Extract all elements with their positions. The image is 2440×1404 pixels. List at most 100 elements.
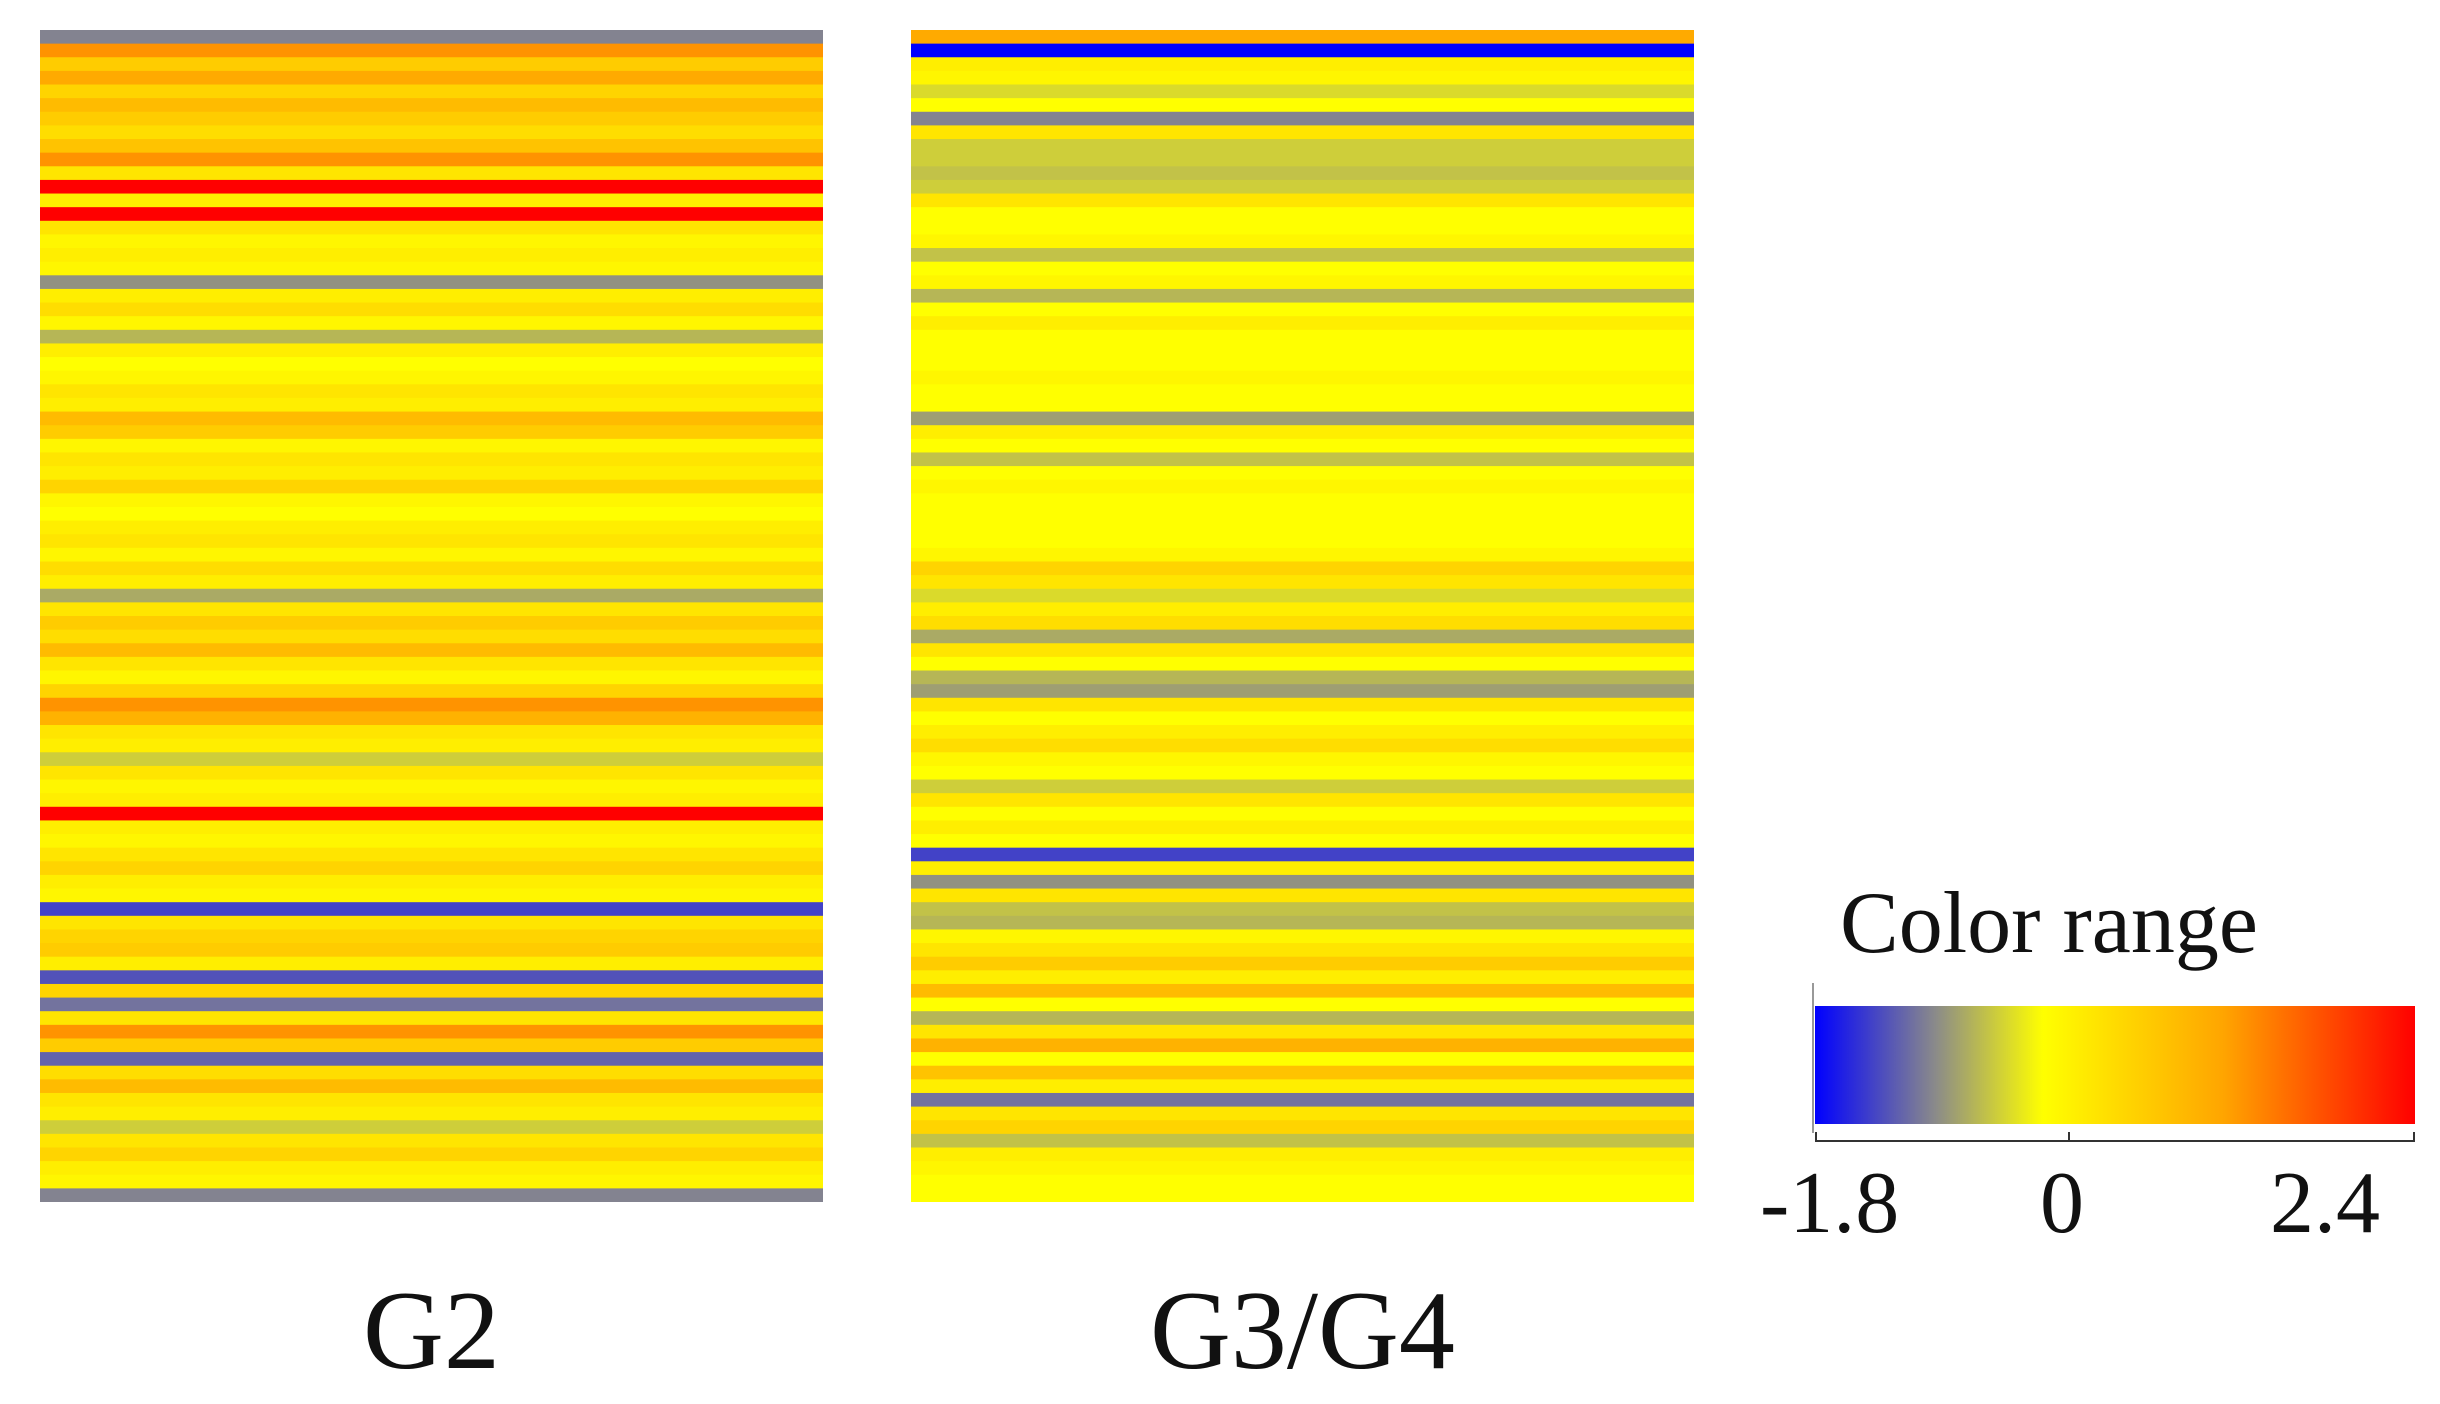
heatmap-cell xyxy=(911,1120,1694,1135)
heatmap-cell xyxy=(911,1065,1694,1080)
heatmap-cell xyxy=(911,506,1694,522)
heatmap-cell xyxy=(40,902,823,917)
heatmap-cell xyxy=(40,30,823,45)
heatmap-cell xyxy=(40,779,823,794)
heatmap-cell xyxy=(40,520,823,535)
heatmap-cell xyxy=(911,357,1694,372)
heatmap-cell xyxy=(40,575,823,590)
heatmap-cell xyxy=(40,1065,823,1080)
heatmap-cell xyxy=(40,670,823,685)
heatmap-cell xyxy=(40,765,823,781)
heatmap-cell xyxy=(911,1011,1694,1026)
heatmap-cell xyxy=(911,370,1694,385)
heatmap-cell xyxy=(911,1133,1694,1149)
heatmap-cell xyxy=(40,834,823,849)
heatmap-cell xyxy=(911,425,1694,440)
heatmap-cell xyxy=(40,793,823,808)
heatmap-cell xyxy=(40,752,823,767)
heatmap-cell xyxy=(40,929,823,944)
heatmap-cell xyxy=(911,275,1694,290)
heatmap-cell xyxy=(40,738,823,753)
heatmap-cell xyxy=(911,629,1694,644)
heatmap-cell xyxy=(40,697,823,712)
heatmap-cell xyxy=(911,193,1694,208)
heatmap-cell xyxy=(911,956,1694,971)
heatmap-cell xyxy=(911,547,1694,563)
heatmap-cell xyxy=(40,588,823,603)
legend-axis xyxy=(1815,1140,2415,1142)
heatmap-cell xyxy=(911,384,1694,399)
heatmap-cell xyxy=(40,139,823,154)
heatmap-cell xyxy=(911,684,1694,699)
heatmap-cell xyxy=(911,575,1694,590)
heatmap-cell xyxy=(40,275,823,290)
heatmap-cell xyxy=(40,343,823,358)
heatmap-cell xyxy=(911,834,1694,849)
heatmap-cell xyxy=(40,493,823,508)
heatmap-cell xyxy=(911,1106,1694,1121)
heatmap-cell xyxy=(40,357,823,372)
heatmap-cell xyxy=(40,220,823,236)
heatmap-cell xyxy=(911,616,1694,631)
heatmap-cell xyxy=(40,1011,823,1026)
heatmap-cell xyxy=(911,166,1694,181)
heatmap-cell xyxy=(911,1092,1694,1108)
heatmap-cell xyxy=(911,806,1694,822)
heatmap-cell xyxy=(911,261,1694,276)
heatmap-cell xyxy=(40,915,823,931)
heatmap-cell xyxy=(40,1133,823,1149)
heatmap-cell xyxy=(911,752,1694,767)
legend-tick-min xyxy=(1815,1132,1817,1142)
heatmap-cell xyxy=(40,983,823,999)
heatmap-cell xyxy=(911,179,1694,195)
heatmap-cell xyxy=(40,1024,823,1040)
heatmap-cell xyxy=(40,547,823,563)
heatmap-cell xyxy=(40,561,823,576)
heatmap-cell xyxy=(911,874,1694,890)
heatmap-cell xyxy=(40,861,823,876)
heatmap-cell xyxy=(911,316,1694,331)
heatmap-cell xyxy=(911,1161,1694,1176)
heatmap-cell xyxy=(911,98,1694,113)
heatmap-cell xyxy=(40,479,823,494)
heatmap-cell xyxy=(40,57,823,72)
legend-tick-label-max: 2.4 xyxy=(2270,1155,2380,1252)
heatmap-cell xyxy=(40,466,823,481)
heatmap-cell xyxy=(911,561,1694,576)
heatmap-cell xyxy=(40,1174,823,1189)
heatmap-cell xyxy=(40,1092,823,1108)
heatmap-cell xyxy=(911,520,1694,535)
heatmap-cell xyxy=(911,656,1694,672)
heatmap-cell xyxy=(40,806,823,822)
column-label-g3g4: G3/G4 xyxy=(1150,1269,1455,1393)
heatmap-cell xyxy=(911,411,1694,426)
heatmap-cell xyxy=(911,997,1694,1012)
heatmap-cell xyxy=(40,711,823,726)
heatmap-cell xyxy=(40,261,823,276)
heatmap-cell xyxy=(40,888,823,903)
heatmap-cell xyxy=(40,397,823,413)
heatmap-cell xyxy=(40,970,823,985)
heatmap-g2 xyxy=(40,30,823,1202)
heatmap-cell xyxy=(911,466,1694,481)
heatmap-cell xyxy=(911,479,1694,494)
heatmap-cell xyxy=(911,43,1694,58)
heatmap-cell xyxy=(911,152,1694,167)
heatmap-cell xyxy=(40,602,823,617)
heatmap-cell xyxy=(40,643,823,658)
heatmap-cell xyxy=(911,1079,1694,1094)
legend-color-bar xyxy=(1815,1006,2415,1124)
heatmap-cell xyxy=(911,84,1694,99)
heatmap-cell xyxy=(40,656,823,672)
heatmap-cell xyxy=(911,288,1694,304)
heatmap-cell xyxy=(911,1174,1694,1189)
heatmap-cell xyxy=(911,670,1694,685)
heatmap-cell xyxy=(911,779,1694,794)
heatmap-cell xyxy=(911,397,1694,413)
heatmap-cell xyxy=(911,915,1694,931)
heatmap-cell xyxy=(911,738,1694,753)
heatmap-cell xyxy=(911,1052,1694,1067)
heatmap-cell xyxy=(911,111,1694,126)
heatmap-cell xyxy=(911,493,1694,508)
heatmap-cell xyxy=(911,820,1694,835)
